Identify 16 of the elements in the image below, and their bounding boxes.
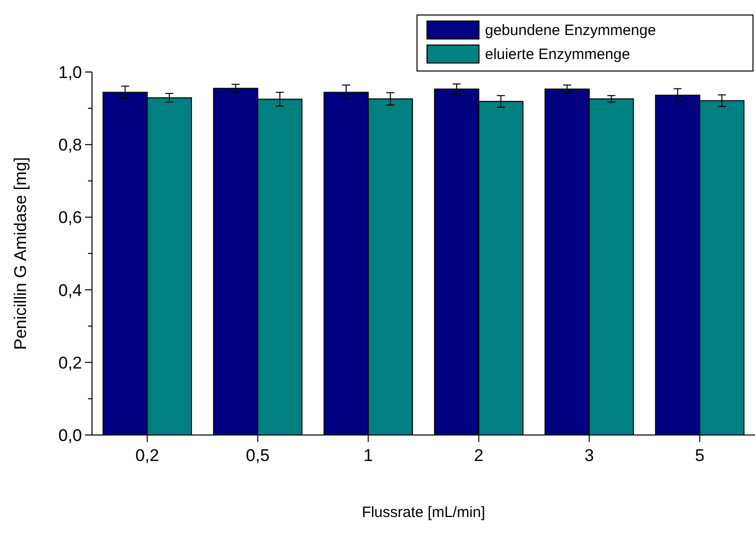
legend-label: gebundene Enzymmenge <box>485 22 656 39</box>
x-tick-label: 3 <box>584 446 594 465</box>
y-tick-label: 0,4 <box>58 280 82 300</box>
y-tick-label: 0,2 <box>58 353 82 372</box>
x-tick-label: 5 <box>695 446 704 465</box>
legend-label: eluierte Enzymmenge <box>485 46 630 63</box>
x-axis-title: Flussrate [mL/min] <box>362 504 486 521</box>
x-tick-label: 0,2 <box>135 446 160 465</box>
y-tick-label: 0,6 <box>58 208 82 228</box>
x-tick-label: 2 <box>474 446 484 465</box>
y-tick-label: 0,0 <box>58 426 82 445</box>
y-tick-label: 1,0 <box>58 62 82 82</box>
x-tick-label: 0,5 <box>246 446 270 465</box>
y-tick-label: 0,8 <box>58 136 82 155</box>
x-tick-label: 1 <box>364 446 373 465</box>
y-axis-title: Penicillin G Amidase [mg] <box>11 157 30 350</box>
